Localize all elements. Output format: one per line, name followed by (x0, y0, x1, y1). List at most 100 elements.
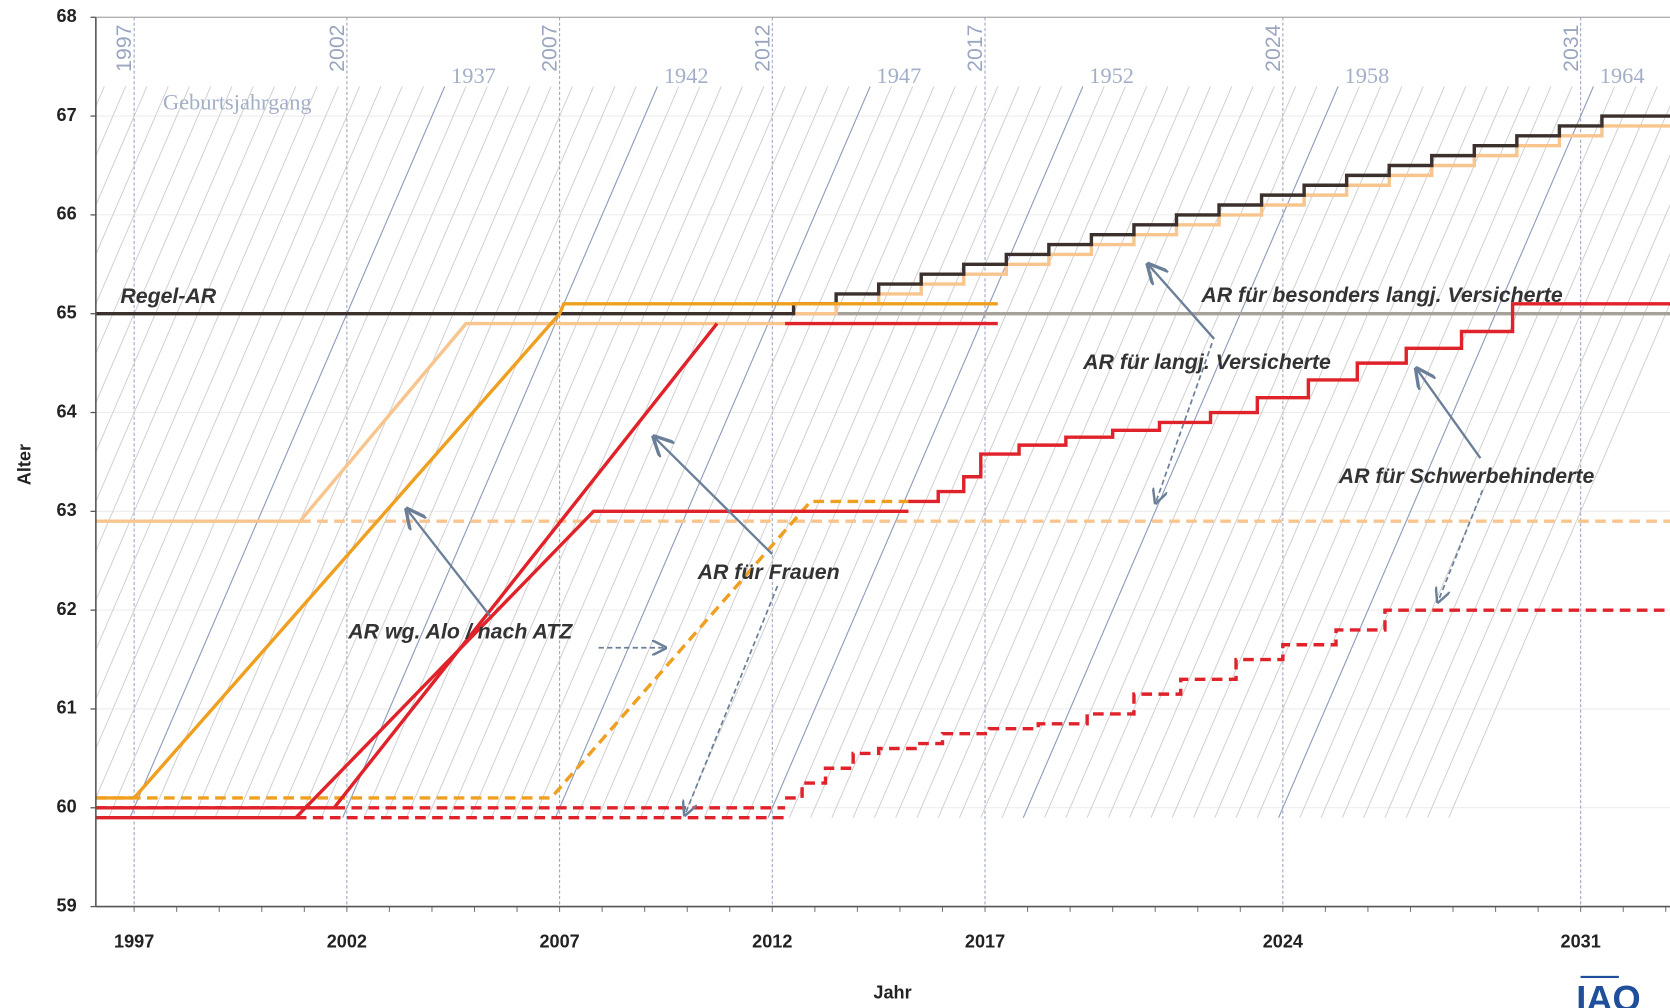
year-top-label: 2031 (1559, 24, 1583, 71)
cohort-minor-line (193, 86, 509, 818)
cohort-minor-line (320, 86, 637, 818)
cohort-line (342, 86, 658, 818)
cohort-label: 1958 (1345, 63, 1390, 88)
year-top-label: 1997 (112, 24, 136, 71)
series-line (95, 302, 998, 800)
year-top-label: 2012 (750, 24, 774, 71)
cohort-minor-line (491, 86, 807, 818)
axis-layer: 59 60 61 62 63 64 65 66 67 68 1997 1997 2002 2002 2007… (57, 6, 1670, 952)
cohort-minor-line (1363, 104, 1670, 818)
arrow (407, 509, 491, 617)
arrow (1438, 489, 1484, 602)
cohort-minor-line (1214, 86, 1531, 818)
series-line (785, 608, 1670, 800)
cohort-label: 1942 (664, 63, 709, 88)
cohort-minor-line (95, 86, 403, 800)
series-layer (95, 114, 1670, 820)
y-tick-label: 67 (57, 105, 77, 125)
cohort-minor-line (959, 86, 1275, 818)
cohort-minor-line (1427, 253, 1670, 818)
cohort-line (1022, 86, 1339, 818)
cohort-minor-line (95, 86, 190, 306)
cohort-minor-line (469, 86, 786, 818)
x-tick-label: 1997 (114, 932, 154, 952)
cohort-minor-line (661, 86, 977, 818)
annotation: Regel-AR (120, 284, 216, 308)
x-axis-label: Jahr (873, 983, 911, 1003)
cohort-minor-line (95, 86, 382, 750)
cohort-label: 1964 (1600, 63, 1645, 88)
cohort-minor-line (916, 86, 1233, 818)
annotation: AR für Frauen (697, 560, 840, 584)
cohort-minor-line (576, 86, 892, 818)
cohort-minor-line (810, 86, 1126, 818)
annotation: AR für besonders langj. Versicherte (1200, 283, 1563, 307)
cohort-label: 1952 (1089, 63, 1134, 88)
cohort-minor-line (95, 86, 212, 355)
x-tick-label: 2031 (1561, 932, 1601, 952)
year-top-label: 2024 (1261, 24, 1285, 72)
cohort-minor-line (1448, 302, 1670, 818)
y-tick-label: 66 (57, 204, 77, 224)
cohort-minor-line (852, 86, 1169, 818)
series-line (95, 321, 794, 523)
annotation: AR wg. Alo / nach ATZ (347, 619, 573, 643)
cohort-minor-line (533, 86, 850, 818)
y-tick-label: 64 (57, 401, 77, 421)
cohort-minor-line (618, 86, 935, 818)
series-line (95, 322, 719, 810)
cohort-line (129, 86, 446, 818)
series-line (793, 124, 1670, 316)
cohort-minor-line (95, 86, 297, 553)
cohort-minor-line (1341, 86, 1658, 818)
cohort-minor-line (108, 86, 424, 818)
cohort-minor-line (150, 86, 467, 818)
cohort-minor-line (95, 86, 318, 602)
y-axis-label: Alter (14, 444, 34, 485)
y-tick-label: 63 (57, 500, 77, 520)
arrow (654, 437, 773, 555)
cohort-minor-line (1086, 86, 1403, 818)
cohort-minor-line (1384, 154, 1670, 818)
cohort-minor-line (1320, 86, 1637, 818)
cohort-minor-line (873, 86, 1190, 818)
x-tick-label: 2012 (752, 932, 792, 952)
cohort-minor-line (1256, 86, 1573, 818)
cohort-minor-line (1405, 203, 1670, 818)
cohort-minor-line (937, 86, 1254, 818)
cohort-minor-line (1044, 86, 1360, 818)
year-top-label: 2007 (538, 24, 562, 71)
cohort-minor-line (1171, 86, 1488, 818)
cohort-minor-line (214, 86, 531, 818)
cohort-layer (95, 86, 1670, 818)
cohort-header: Geburtsjahrgang (163, 90, 312, 115)
cohort-minor-line (95, 86, 233, 404)
cohort-minor-line (725, 86, 1041, 818)
cohort-minor-line (895, 86, 1211, 818)
cohort-minor-line (95, 86, 339, 651)
cohort-minor-line (235, 86, 552, 818)
x-tick-label: 2007 (539, 932, 579, 952)
y-tick-label: 60 (57, 797, 77, 817)
cohort-minor-line (1150, 86, 1467, 818)
cohort-minor-line (788, 86, 1105, 818)
cohort-minor-line (427, 86, 743, 818)
series-line (95, 499, 913, 800)
series-line (95, 114, 1670, 316)
cohort-minor-line (384, 86, 701, 818)
cohort-minor-line (980, 86, 1297, 818)
logo: IAQ (1576, 978, 1640, 1008)
y-tick-label: 62 (57, 599, 77, 619)
cohort-label: 1937 (451, 63, 496, 88)
cohort-minor-line (257, 86, 573, 818)
year-top-label: 2002 (325, 24, 349, 71)
cohort-minor-line (95, 86, 275, 503)
annotation: AR für langj. Versicherte (1082, 350, 1331, 374)
series-line (908, 302, 1670, 504)
cohort-minor-line (1001, 86, 1318, 818)
cohort-minor-line (682, 86, 999, 818)
arrow (1148, 264, 1216, 340)
y-tick-label: 65 (57, 302, 77, 322)
cohort-minor-line (95, 86, 169, 256)
